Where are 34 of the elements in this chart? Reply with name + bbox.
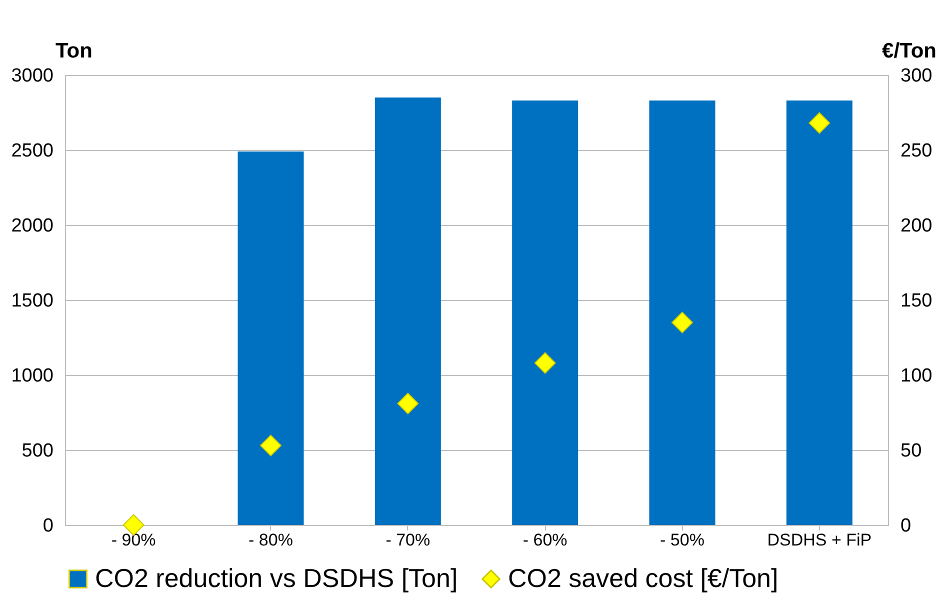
y-axis-title: Ton [56,40,92,62]
x-tick-label: DSDHS + FiP [767,530,872,550]
y-tick-label: 2500 [11,140,54,162]
bar [786,100,852,525]
x-tick-label: - 80% [248,530,293,550]
y-tick-label: 500 [22,440,54,462]
y2-tick-label: 300 [900,66,932,86]
bar [649,100,716,525]
y2-tick-label: 200 [900,216,932,236]
y-tick-label: 3000 [11,66,54,86]
bar [374,98,441,525]
x-tick-label: - 90% [111,530,156,550]
y2-tick-label: 150 [900,290,932,312]
x-tick-label: - 60% [522,530,568,550]
point [397,392,419,414]
x-tick-label: - 50% [660,530,704,550]
y2-tick-label: 50 [900,440,922,462]
legend-label: CO2 reduction vs DSDHS [Ton] [95,563,458,593]
legend-label: CO2 saved cost [€/Ton] [508,563,778,593]
y2-tick-label: 250 [900,140,932,162]
y-tick-label: 0 [42,516,54,536]
y2-tick-label: 100 [900,366,932,386]
y2-tick-label: 0 [900,516,912,536]
bar [238,152,304,525]
y-tick-label: 2000 [11,216,54,236]
point [260,434,282,456]
point [534,352,556,374]
y2-axis-title: €/Ton [882,40,936,62]
point [808,112,830,134]
bar [512,100,578,525]
y-tick-label: 1500 [11,290,54,312]
y-tick-label: 1000 [11,366,54,386]
x-tick-label: - 70% [386,530,430,550]
point [672,312,693,334]
